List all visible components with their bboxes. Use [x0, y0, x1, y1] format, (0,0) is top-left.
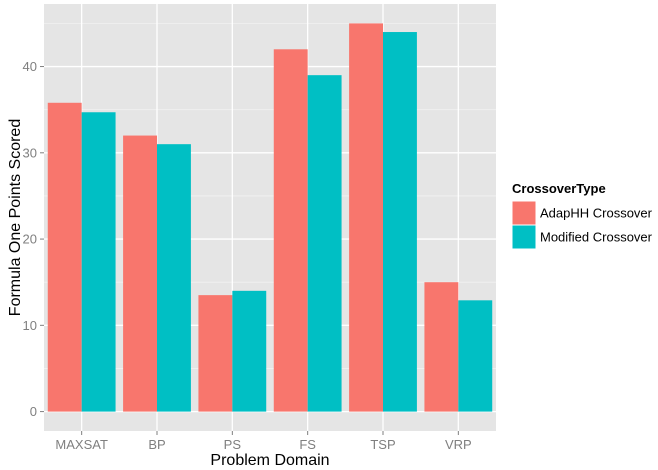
bar	[47, 102, 82, 412]
x-tick-label: MAXSAT	[55, 437, 108, 452]
x-axis-title: Problem Domain	[210, 452, 329, 469]
legend-title: CrossoverType	[512, 181, 606, 196]
minor-gridlines	[44, 23, 496, 369]
bar	[458, 300, 493, 412]
x-tick-label: FS	[299, 437, 316, 452]
legend-key	[511, 224, 537, 250]
bar	[81, 112, 116, 412]
y-tick-label: 0	[30, 404, 37, 419]
bar	[198, 295, 233, 412]
bar	[123, 135, 157, 412]
bar	[383, 32, 417, 412]
y-tick-label: 10	[23, 318, 37, 333]
bar	[307, 75, 342, 412]
x-tick-label: VRP	[445, 437, 472, 452]
bars	[47, 23, 493, 412]
y-tick-label: 40	[23, 59, 37, 74]
legend: CrossoverType AdapHH Crossover Modified C…	[511, 181, 653, 250]
x-tick-label: TSP	[370, 437, 395, 452]
bar	[232, 290, 267, 412]
legend-label: AdapHH Crossover	[540, 206, 653, 221]
x-axis-ticks: MAXSAT BP PS FS TSP VRP	[55, 431, 472, 452]
plot-panel	[44, 4, 496, 431]
bar	[349, 23, 383, 412]
bar	[273, 49, 308, 412]
x-tick-label: BP	[148, 437, 165, 452]
legend-key	[511, 200, 537, 226]
y-axis-ticks: 0 10 20 30 40	[23, 59, 44, 419]
legend-label: Modified Crossover	[540, 230, 653, 245]
bar	[157, 144, 191, 412]
y-axis-title: Formula One Points Scored	[7, 119, 24, 316]
y-tick-label: 20	[23, 232, 37, 247]
y-tick-label: 30	[23, 145, 37, 160]
bar	[424, 282, 459, 412]
x-tick-label: PS	[224, 437, 242, 452]
